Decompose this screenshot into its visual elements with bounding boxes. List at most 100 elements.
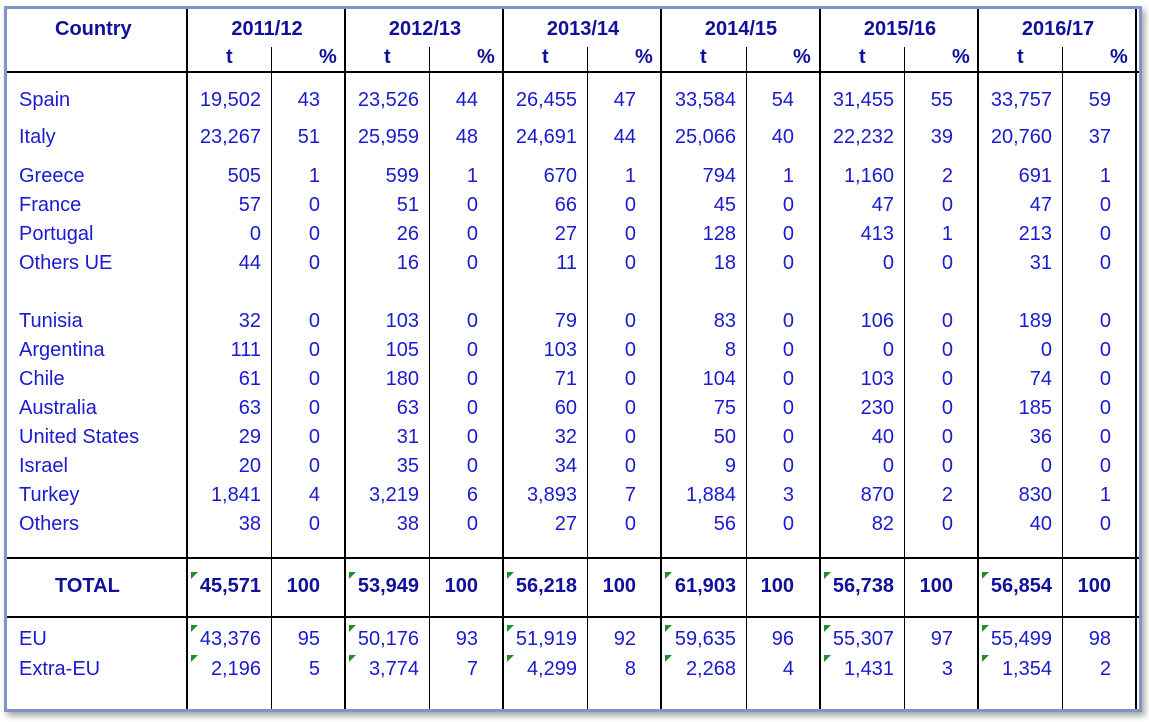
header-divider bbox=[7, 71, 1139, 73]
value-pct: 43 bbox=[297, 89, 320, 111]
column-divider bbox=[819, 9, 821, 709]
value-pct: 0 bbox=[466, 252, 478, 274]
value-pct: 1 bbox=[308, 165, 320, 187]
row-label: France bbox=[19, 194, 82, 216]
value-t: 40 bbox=[871, 426, 894, 448]
value-t: 413 bbox=[860, 223, 894, 245]
value-t: 213 bbox=[1018, 223, 1052, 245]
total-label: TOTAL bbox=[55, 575, 120, 597]
total-divider-top bbox=[7, 557, 1139, 559]
cell-marker bbox=[665, 655, 672, 662]
row-label: Others bbox=[19, 513, 80, 535]
value-pct: 0 bbox=[466, 310, 478, 332]
value-pct: 0 bbox=[941, 339, 953, 361]
value-t: 505 bbox=[227, 165, 261, 187]
value-t: 36 bbox=[1029, 426, 1052, 448]
value-pct: 0 bbox=[624, 397, 636, 419]
value-t: 794 bbox=[702, 165, 736, 187]
value-pct: 7 bbox=[624, 484, 636, 506]
value-pct: 0 bbox=[624, 310, 636, 332]
unit-t: t bbox=[700, 46, 707, 68]
value-pct: 100 bbox=[919, 575, 953, 597]
value-t: 111 bbox=[230, 339, 261, 361]
cell-marker bbox=[982, 625, 989, 632]
value-t: 0 bbox=[1040, 339, 1052, 361]
value-t: 27 bbox=[554, 513, 577, 535]
value-t: 63 bbox=[396, 397, 419, 419]
value-t: 32 bbox=[238, 310, 261, 332]
value-pct: 0 bbox=[624, 426, 636, 448]
value-pct: 0 bbox=[624, 455, 636, 477]
value-t: 26,455 bbox=[515, 89, 577, 111]
year-header: 2013/14 bbox=[546, 18, 620, 40]
value-t: 19,502 bbox=[199, 89, 261, 111]
value-t: 128 bbox=[702, 223, 736, 245]
value-pct: 95 bbox=[297, 628, 320, 650]
value-pct: 1 bbox=[624, 165, 636, 187]
value-pct: 3 bbox=[782, 484, 794, 506]
value-pct: 0 bbox=[1099, 252, 1111, 274]
value-t: 27 bbox=[554, 223, 577, 245]
value-t: 830 bbox=[1018, 484, 1052, 506]
value-pct: 0 bbox=[941, 513, 953, 535]
value-t: 189 bbox=[1018, 310, 1052, 332]
value-pct: 0 bbox=[308, 339, 320, 361]
value-pct: 0 bbox=[1099, 397, 1111, 419]
value-t: 25,066 bbox=[674, 126, 736, 148]
cell-marker bbox=[349, 625, 356, 632]
value-pct: 0 bbox=[782, 223, 794, 245]
value-pct: 0 bbox=[782, 339, 794, 361]
value-pct: 0 bbox=[308, 368, 320, 390]
value-pct: 1 bbox=[1099, 165, 1111, 187]
column-divider-minor bbox=[904, 47, 905, 709]
cell-marker bbox=[349, 655, 356, 662]
unit-t: t bbox=[226, 46, 233, 68]
value-pct: 51 bbox=[297, 126, 320, 148]
value-t: 31 bbox=[396, 426, 419, 448]
unit-pct: % bbox=[477, 46, 495, 68]
cell-marker bbox=[191, 572, 198, 579]
value-t: 57 bbox=[238, 194, 261, 216]
value-t: 38 bbox=[238, 513, 261, 535]
value-pct: 92 bbox=[613, 628, 636, 650]
value-pct: 100 bbox=[602, 575, 636, 597]
value-t: 185 bbox=[1018, 397, 1052, 419]
year-header: 2014/15 bbox=[704, 18, 778, 40]
value-t: 56,738 bbox=[832, 575, 894, 597]
value-pct: 0 bbox=[782, 513, 794, 535]
value-t: 45,571 bbox=[199, 575, 261, 597]
value-t: 0 bbox=[1040, 455, 1052, 477]
year-header: 2012/13 bbox=[388, 18, 462, 40]
unit-t: t bbox=[542, 46, 549, 68]
value-t: 47 bbox=[1029, 194, 1052, 216]
value-t: 230 bbox=[860, 397, 894, 419]
value-t: 16 bbox=[396, 252, 419, 274]
row-label: Others UE bbox=[19, 252, 113, 274]
value-pct: 37 bbox=[1088, 126, 1111, 148]
row-label: Turkey bbox=[19, 484, 80, 506]
cell-marker bbox=[824, 572, 831, 579]
value-t: 103 bbox=[543, 339, 577, 361]
value-pct: 0 bbox=[941, 252, 953, 274]
value-pct: 0 bbox=[624, 223, 636, 245]
value-t: 599 bbox=[385, 165, 419, 187]
cell-marker bbox=[665, 572, 672, 579]
value-t: 3,893 bbox=[526, 484, 577, 506]
row-label: Chile bbox=[19, 368, 65, 390]
value-t: 0 bbox=[249, 223, 261, 245]
value-pct: 1 bbox=[1099, 484, 1111, 506]
value-t: 0 bbox=[882, 339, 894, 361]
column-divider-minor bbox=[271, 47, 272, 709]
value-t: 29 bbox=[238, 426, 261, 448]
unit-pct: % bbox=[793, 46, 811, 68]
unit-t: t bbox=[859, 46, 866, 68]
value-pct: 39 bbox=[930, 126, 953, 148]
value-t: 20,760 bbox=[990, 126, 1052, 148]
value-pct: 2 bbox=[941, 484, 953, 506]
value-pct: 97 bbox=[930, 628, 953, 650]
value-t: 4,299 bbox=[526, 658, 577, 680]
country-header: Country bbox=[55, 18, 132, 40]
value-pct: 0 bbox=[941, 310, 953, 332]
year-header: 2015/16 bbox=[863, 18, 937, 40]
cell-marker bbox=[982, 572, 989, 579]
